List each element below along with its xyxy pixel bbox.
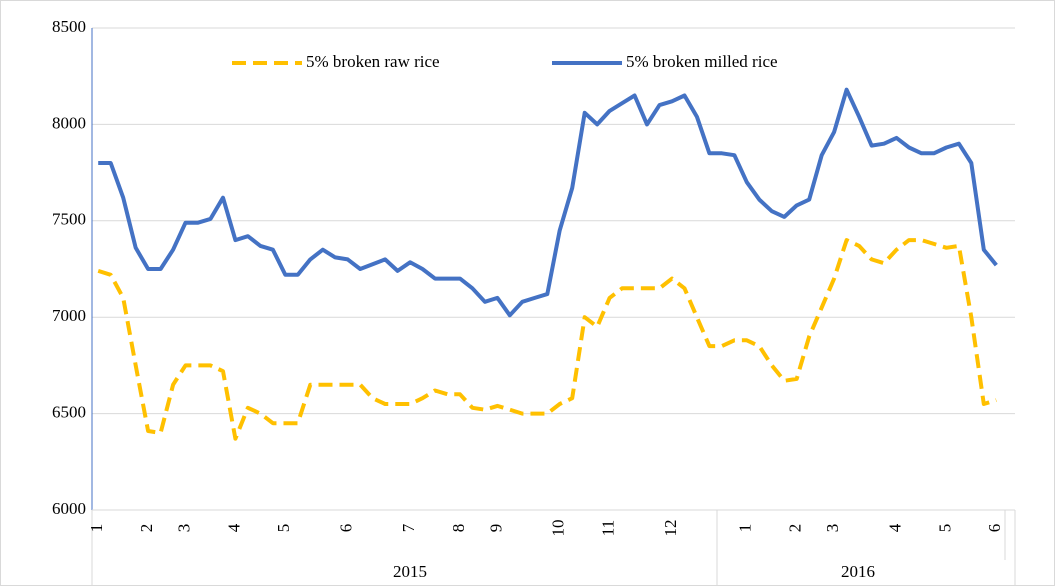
y-tick-label: 6500 (52, 403, 86, 422)
x-tick-label: 6 (985, 524, 1004, 533)
x-tick-label: 8 (449, 524, 468, 533)
x-tick-label: 12 (661, 520, 680, 537)
x-tick-label: 5 (274, 524, 293, 533)
x-tick-label: 4 (224, 523, 243, 532)
y-tick-label: 7500 (52, 210, 86, 229)
x-tick-label: 9 (486, 524, 505, 533)
x-tick-label: 7 (399, 523, 418, 532)
year-label: 2015 (393, 562, 427, 581)
series-line (98, 87, 998, 318)
y-tick-label: 8500 (52, 17, 86, 36)
y-tick-label: 6000 (52, 499, 86, 518)
y-tick-label: 7000 (52, 306, 86, 325)
x-tick-label: 4 (885, 523, 904, 532)
x-tick-label: 2 (137, 524, 156, 533)
x-tick-label: 2 (786, 524, 805, 533)
x-tick-label: 6 (337, 524, 356, 533)
x-tick-label: 3 (174, 524, 193, 533)
legend-label: 5% broken milled rice (626, 52, 778, 71)
x-tick-label: 5 (935, 524, 954, 533)
x-tick-label: 3 (823, 524, 842, 533)
x-tick-label: 1 (736, 524, 755, 533)
x-tick-label: 10 (549, 520, 568, 537)
x-tick-label: 1 (87, 524, 106, 533)
legend-label: 5% broken raw rice (306, 52, 440, 71)
series-line (97, 238, 997, 441)
y-tick-label: 8000 (52, 113, 86, 132)
x-tick-label: 11 (599, 520, 618, 536)
year-label: 2016 (841, 562, 875, 581)
